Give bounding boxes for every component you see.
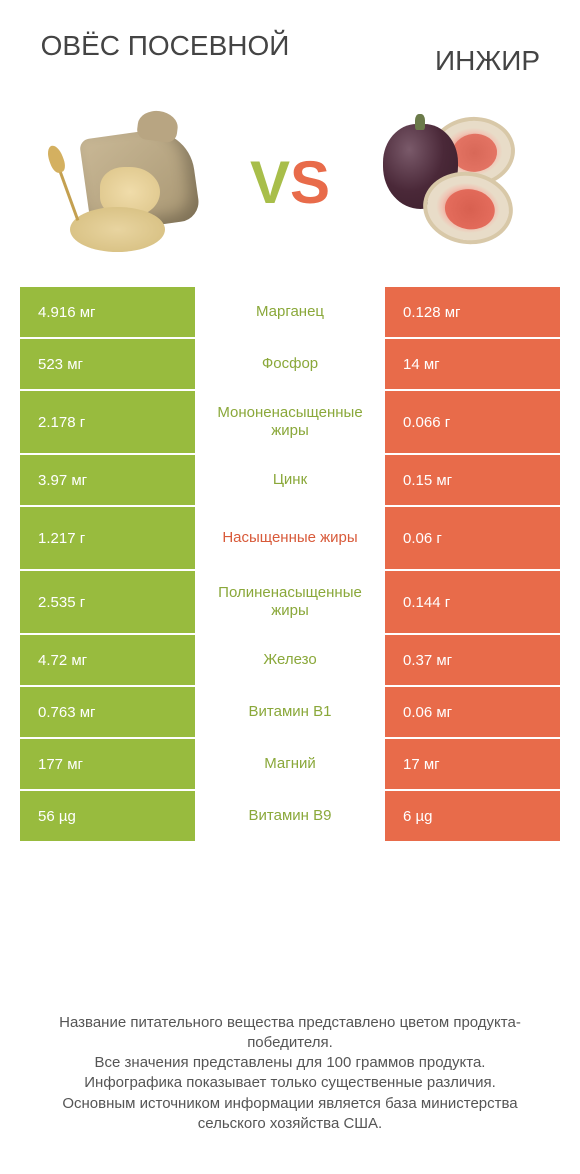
comparison-table: 4.916 мгМарганец0.128 мг523 мгФосфор14 м… (20, 287, 560, 841)
footer-line: Все значения представлены для 100 граммо… (95, 1054, 486, 1071)
left-value-cell: 4.72 мг (20, 635, 195, 685)
table-row: 177 мгМагний17 мг (20, 739, 560, 789)
right-value-cell: 0.066 г (385, 391, 560, 453)
nutrient-label: Полиненасыщенные жиры (195, 571, 385, 633)
vs-label: VS (250, 148, 330, 217)
right-value-cell: 6 µg (385, 791, 560, 841)
nutrient-label: Марганец (195, 287, 385, 337)
right-food-title: ИНЖИР (290, 30, 540, 77)
nutrient-label: Цинк (195, 455, 385, 505)
table-row: 523 мгФосфор14 мг (20, 339, 560, 389)
left-value-cell: 0.763 мг (20, 687, 195, 737)
right-value-cell: 0.06 г (385, 507, 560, 569)
nutrient-label: Витамин B9 (195, 791, 385, 841)
right-value-cell: 0.128 мг (385, 287, 560, 337)
images-row: VS (0, 87, 580, 287)
right-value-cell: 14 мг (385, 339, 560, 389)
nutrient-label: Витамин B1 (195, 687, 385, 737)
table-row: 3.97 мгЦинк0.15 мг (20, 455, 560, 505)
left-value-cell: 2.535 г (20, 571, 195, 633)
left-value-cell: 1.217 г (20, 507, 195, 569)
table-row: 2.178 гМононенасыщенные жиры0.066 г (20, 391, 560, 453)
vs-s: S (290, 148, 330, 217)
oats-sack-icon (55, 112, 205, 252)
table-row: 56 µgВитамин B96 µg (20, 791, 560, 841)
footer-notes: Название питательного вещества представл… (0, 1013, 580, 1135)
right-value-cell: 0.15 мг (385, 455, 560, 505)
figs-image (370, 107, 530, 257)
table-row: 4.916 мгМарганец0.128 мг (20, 287, 560, 337)
figs-icon (375, 112, 525, 252)
left-value-cell: 523 мг (20, 339, 195, 389)
table-row: 2.535 гПолиненасыщенные жиры0.144 г (20, 571, 560, 633)
right-value-cell: 0.37 мг (385, 635, 560, 685)
left-value-cell: 2.178 г (20, 391, 195, 453)
right-value-cell: 17 мг (385, 739, 560, 789)
nutrient-label: Магний (195, 739, 385, 789)
nutrient-label: Железо (195, 635, 385, 685)
left-value-cell: 4.916 мг (20, 287, 195, 337)
footer-line: Инфографика показывает только существенн… (84, 1074, 496, 1091)
left-food-title: ОВЁС ПОСЕВНОЙ (40, 30, 290, 62)
table-row: 4.72 мгЖелезо0.37 мг (20, 635, 560, 685)
left-value-cell: 177 мг (20, 739, 195, 789)
table-row: 1.217 гНасыщенные жиры0.06 г (20, 507, 560, 569)
oats-image (50, 107, 210, 257)
left-value-cell: 56 µg (20, 791, 195, 841)
right-value-cell: 0.06 мг (385, 687, 560, 737)
nutrient-label: Мононенасыщенные жиры (195, 391, 385, 453)
vs-v: V (250, 148, 290, 217)
footer-line: Основным источником информации является … (62, 1095, 517, 1132)
header: ОВЁС ПОСЕВНОЙ ИНЖИР (0, 0, 580, 87)
table-row: 0.763 мгВитамин B10.06 мг (20, 687, 560, 737)
nutrient-label: Фосфор (195, 339, 385, 389)
nutrient-label: Насыщенные жиры (195, 507, 385, 569)
right-value-cell: 0.144 г (385, 571, 560, 633)
footer-line: Название питательного вещества представл… (59, 1014, 521, 1051)
left-value-cell: 3.97 мг (20, 455, 195, 505)
